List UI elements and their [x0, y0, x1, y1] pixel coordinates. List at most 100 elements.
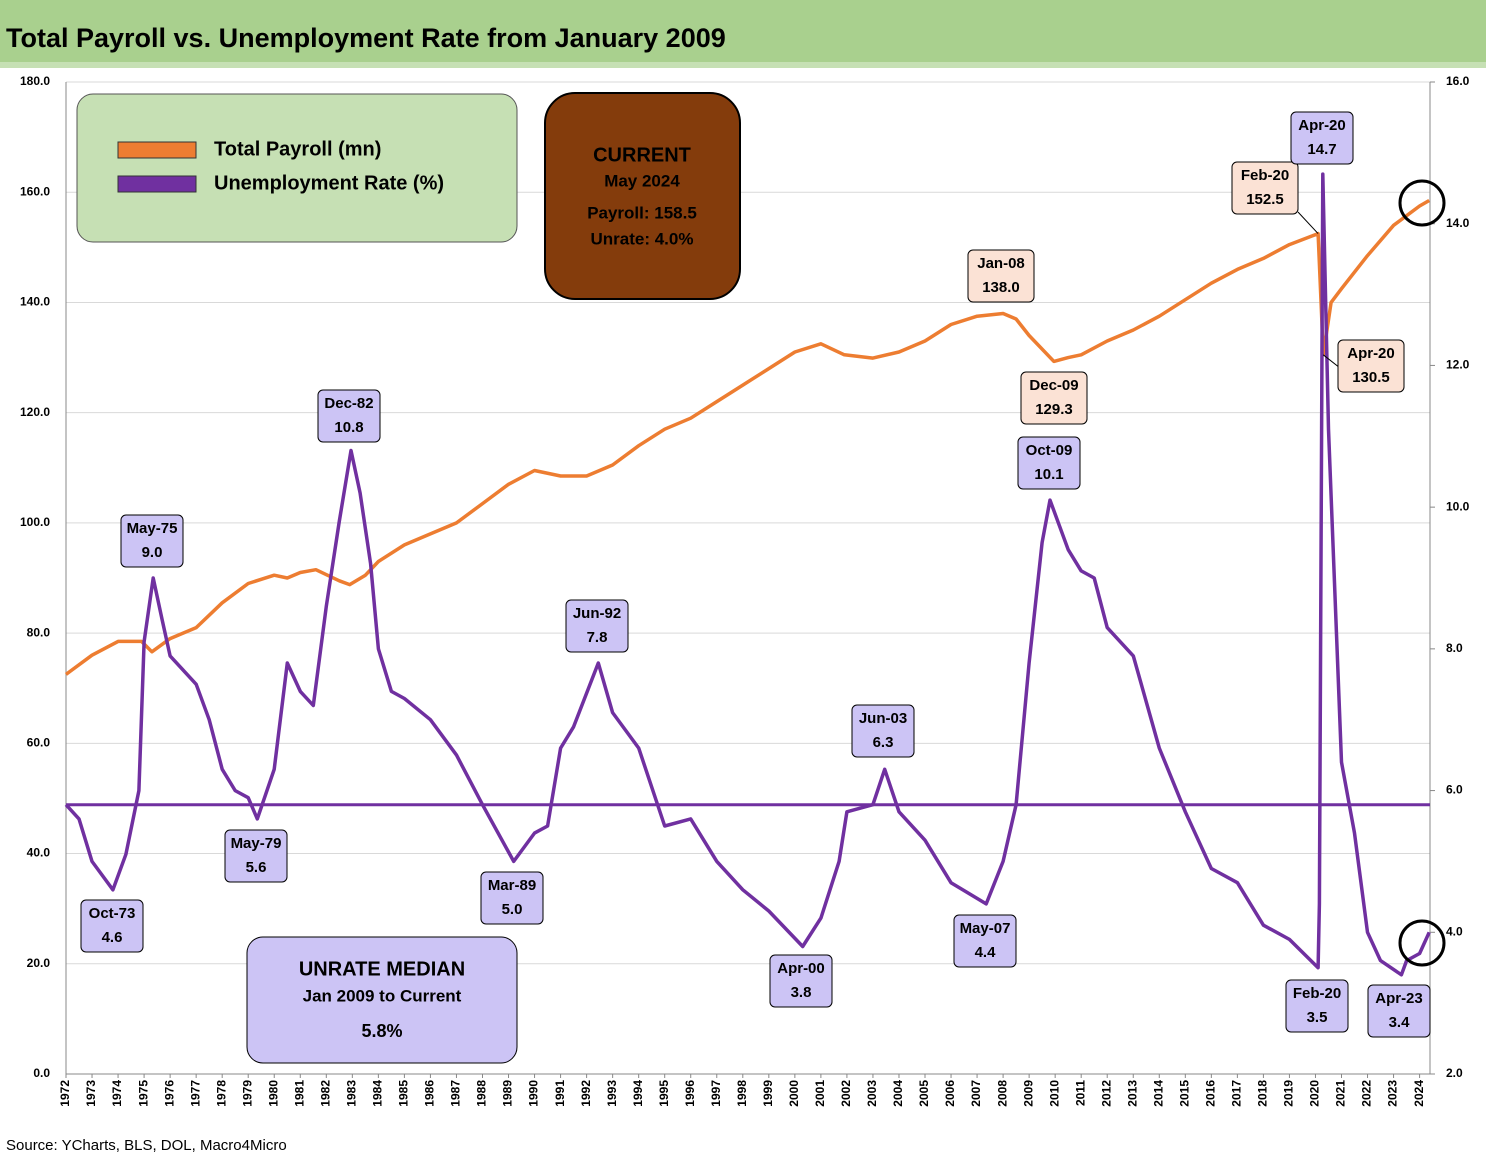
annotation-text: Mar-89: [488, 877, 536, 894]
y2-tick-label: 16.0: [1446, 74, 1470, 88]
legend-swatch: [117, 175, 197, 193]
annotation-box: [1017, 436, 1081, 490]
annotation-box: [1231, 161, 1299, 215]
annotation-text: 7.8: [587, 629, 608, 646]
y-tick-label: 80.0: [27, 625, 51, 639]
annotation-box: [1290, 111, 1354, 165]
x-tick-label: 2002: [839, 1080, 853, 1107]
legend-label: Unemployment Rate (%): [214, 172, 444, 194]
annotation-text: 152.5: [1246, 191, 1284, 208]
x-tick-label: 2004: [891, 1080, 905, 1107]
annotation-box: [1337, 339, 1405, 393]
x-tick-label: 2014: [1151, 1080, 1165, 1107]
annotation-box: [1020, 371, 1088, 425]
chart-title: Total Payroll vs. Unemployment Rate from…: [6, 23, 726, 53]
x-tick-label: 1979: [240, 1080, 254, 1107]
annotation-text: Feb-20: [1241, 167, 1289, 184]
title-bar: [0, 0, 1486, 62]
annotation-text: 130.5: [1352, 369, 1390, 386]
y2-tick-label: 12.0: [1446, 358, 1470, 372]
x-tick-label: 1993: [605, 1080, 619, 1107]
annotation-text: Oct-09: [1026, 442, 1073, 459]
x-tick-label: 2007: [969, 1080, 983, 1107]
annotation-box: [967, 249, 1035, 303]
annotation-text: 14.7: [1307, 141, 1336, 158]
median-box: [246, 936, 518, 1064]
annotation-text: May-79: [231, 835, 282, 852]
current-box: [544, 92, 741, 300]
x-tick-label: 1972: [58, 1080, 72, 1107]
annotation-text: Feb-20: [1293, 985, 1341, 1002]
annotation-text: Apr-00: [777, 960, 825, 977]
x-tick-label: 2009: [1021, 1080, 1035, 1107]
x-tick-label: 2020: [1308, 1080, 1322, 1107]
y-tick-label: 160.0: [20, 184, 50, 198]
legend-label: Total Payroll (mn): [214, 138, 381, 160]
x-tick-label: 1997: [709, 1080, 723, 1107]
annotation-text: Dec-09: [1029, 377, 1078, 394]
annotation-text: Jan-08: [977, 255, 1025, 272]
x-tick-label: 1984: [371, 1080, 385, 1107]
annotation-box: [80, 899, 144, 953]
annotation-text: May-75: [127, 520, 178, 537]
annotation-box: [317, 389, 381, 443]
x-tick-label: 1998: [735, 1080, 749, 1107]
current-line: Payroll: 158.5: [587, 203, 697, 222]
annotation-text: 5.0: [502, 901, 523, 918]
x-tick-label: 1988: [475, 1080, 489, 1107]
legend-box: [76, 93, 518, 243]
annotation-text: 4.6: [102, 929, 123, 946]
annotation-text: 3.5: [1307, 1009, 1328, 1026]
annotation-text: Apr-23: [1375, 990, 1423, 1007]
median-value: 5.8%: [361, 1021, 402, 1041]
annotation-text: Dec-82: [324, 395, 373, 412]
x-tick-label: 1999: [761, 1080, 775, 1107]
y-tick-label: 40.0: [27, 846, 51, 860]
median-period: Jan 2009 to Current: [303, 986, 462, 1005]
annotation-text: Jun-92: [573, 605, 621, 622]
x-tick-label: 2000: [787, 1080, 801, 1107]
x-tick-label: 2019: [1282, 1080, 1296, 1107]
y2-tick-label: 2.0: [1446, 1066, 1463, 1080]
annotation-text: 129.3: [1035, 401, 1073, 418]
x-tick-label: 2017: [1230, 1080, 1244, 1107]
annotation-text: Apr-20: [1347, 345, 1395, 362]
y2-tick-label: 8.0: [1446, 641, 1463, 655]
legend-swatch: [117, 141, 197, 159]
x-tick-label: 1995: [657, 1080, 671, 1107]
current-date: May 2024: [604, 171, 680, 190]
annotation-text: 138.0: [982, 279, 1020, 296]
annotation-box: [769, 954, 833, 1008]
y2-tick-label: 6.0: [1446, 783, 1463, 797]
x-tick-label: 1976: [162, 1080, 176, 1107]
y-tick-label: 180.0: [20, 74, 50, 88]
x-tick-label: 1974: [110, 1080, 124, 1107]
x-tick-label: 2021: [1334, 1080, 1348, 1107]
x-tick-label: 2012: [1099, 1080, 1113, 1107]
annotation-text: May-07: [960, 920, 1011, 937]
x-tick-label: 1982: [318, 1080, 332, 1107]
y-tick-label: 0.0: [33, 1066, 50, 1080]
x-tick-label: 1991: [553, 1080, 567, 1107]
x-tick-label: 1977: [188, 1080, 202, 1107]
x-tick-label: 1989: [501, 1080, 515, 1107]
highlight-circle: [1398, 179, 1446, 227]
y2-tick-label: 4.0: [1446, 924, 1463, 938]
y-tick-label: 60.0: [27, 736, 51, 750]
annotation-text: 3.4: [1389, 1014, 1411, 1031]
annotation-box: [565, 599, 629, 653]
footer: [0, 1131, 1486, 1164]
connector: [1297, 211, 1319, 234]
x-tick-label: 2015: [1177, 1080, 1191, 1107]
annotation-box: [224, 829, 288, 883]
x-tick-label: 2010: [1047, 1080, 1061, 1107]
x-tick-label: 2016: [1204, 1080, 1218, 1107]
annotation-text: Jun-03: [859, 710, 907, 727]
x-tick-label: 2023: [1386, 1080, 1400, 1107]
y-tick-label: 140.0: [20, 295, 50, 309]
x-tick-label: 2003: [865, 1080, 879, 1107]
x-tick-label: 1983: [345, 1080, 359, 1107]
y-tick-label: 100.0: [20, 515, 50, 529]
connector: [1322, 354, 1341, 369]
annotation-text: Oct-73: [89, 905, 136, 922]
